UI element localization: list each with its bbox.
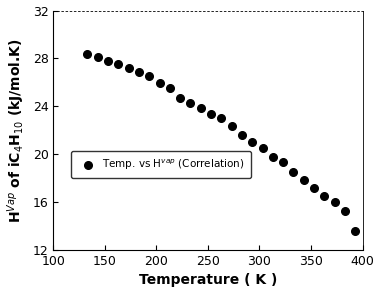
Temp. vs H$^{vap}$ (Correlation)	[280, 160, 286, 164]
Temp. vs H$^{vap}$ (Correlation)	[301, 178, 307, 182]
Temp. vs H$^{vap}$ (Correlation)	[260, 146, 266, 151]
Temp. vs H$^{vap}$ (Correlation)	[332, 200, 338, 205]
Y-axis label: H$^{Vap}$ of iC$_4$H$_{10}$ (kJ/mol.K): H$^{Vap}$ of iC$_4$H$_{10}$ (kJ/mol.K)	[6, 38, 27, 223]
Temp. vs H$^{vap}$ (Correlation)	[208, 111, 214, 116]
X-axis label: Temperature ( K ): Temperature ( K )	[139, 273, 277, 287]
Temp. vs H$^{vap}$ (Correlation)	[218, 116, 225, 121]
Temp. vs H$^{vap}$ (Correlation)	[198, 106, 204, 110]
Temp. vs H$^{vap}$ (Correlation)	[311, 186, 317, 191]
Temp. vs H$^{vap}$ (Correlation)	[126, 66, 132, 70]
Temp. vs H$^{vap}$ (Correlation)	[290, 170, 296, 175]
Temp. vs H$^{vap}$ (Correlation)	[157, 81, 163, 85]
Temp. vs H$^{vap}$ (Correlation)	[270, 154, 276, 159]
Temp. vs H$^{vap}$ (Correlation)	[95, 55, 101, 59]
Temp. vs H$^{vap}$ (Correlation)	[136, 70, 142, 74]
Temp. vs H$^{vap}$ (Correlation)	[249, 140, 255, 145]
Temp. vs H$^{vap}$ (Correlation)	[105, 59, 111, 63]
Temp. vs H$^{vap}$ (Correlation)	[167, 86, 173, 91]
Temp. vs H$^{vap}$ (Correlation)	[352, 229, 358, 234]
Temp. vs H$^{vap}$ (Correlation)	[342, 208, 348, 213]
Temp. vs H$^{vap}$ (Correlation)	[321, 194, 328, 198]
Temp. vs H$^{vap}$ (Correlation)	[146, 74, 152, 79]
Legend: Temp. vs H$^{vap}$ (Correlation): Temp. vs H$^{vap}$ (Correlation)	[71, 151, 251, 178]
Temp. vs H$^{vap}$ (Correlation)	[239, 133, 245, 137]
Temp. vs H$^{vap}$ (Correlation)	[229, 123, 235, 128]
Temp. vs H$^{vap}$ (Correlation)	[115, 62, 121, 67]
Temp. vs H$^{vap}$ (Correlation)	[84, 51, 90, 56]
Temp. vs H$^{vap}$ (Correlation)	[187, 100, 193, 105]
Temp. vs H$^{vap}$ (Correlation)	[177, 96, 183, 100]
